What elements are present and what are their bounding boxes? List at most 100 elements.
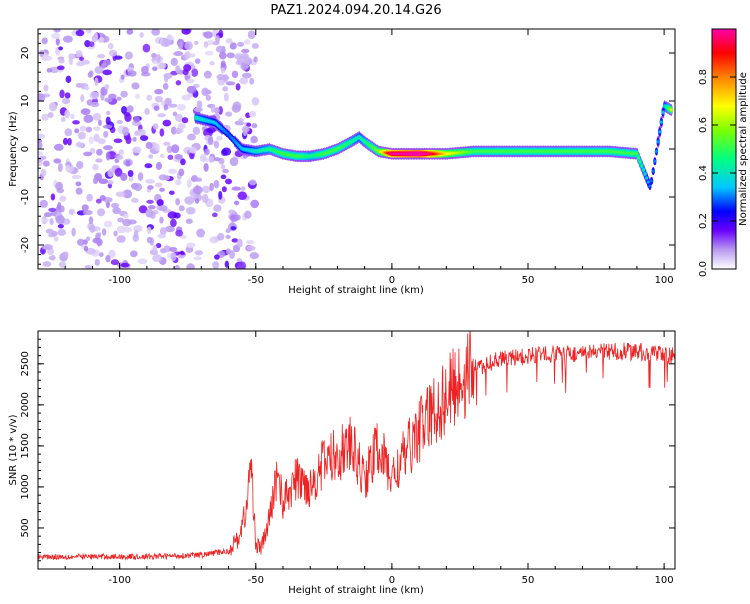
noise-blob (83, 151, 93, 157)
noise-blob (202, 185, 211, 194)
noise-blob (253, 56, 258, 63)
noise-blob (184, 196, 195, 205)
noise-blob (145, 208, 154, 218)
noise-blob (154, 88, 164, 95)
ridge-segment (238, 145, 242, 148)
noise-blob (191, 174, 198, 182)
noise-blob (97, 208, 106, 217)
noise-blob (126, 29, 134, 35)
noise-blob (193, 107, 203, 113)
noise-blob (96, 148, 103, 156)
figure-title: PAZ1.2024.094.20.14.G26 (270, 3, 441, 18)
noise-blob (43, 55, 53, 61)
snr-marks (38, 331, 675, 561)
noise-blob (102, 124, 113, 129)
noise-blob (218, 106, 223, 115)
noise-blob (85, 247, 96, 255)
noise-blob (170, 252, 177, 262)
noise-blob (74, 128, 80, 134)
ridge-segment (233, 140, 237, 143)
noise-blob (146, 236, 153, 244)
spectrogram-ytick-label: -20 (20, 237, 31, 253)
noise-blob (59, 195, 67, 202)
noise-blob (94, 66, 104, 74)
noise-blob (155, 182, 163, 188)
noise-blob (65, 164, 71, 173)
noise-blob (152, 244, 158, 253)
ridge-segment (226, 133, 231, 136)
spectrogram-xtick-label: 50 (522, 275, 535, 286)
noise-blob (43, 84, 49, 92)
noise-blob (237, 261, 247, 269)
noise-blob (94, 258, 100, 266)
noise-blob (108, 49, 118, 57)
noise-blob (108, 93, 117, 99)
ridge-segment (643, 172, 647, 176)
noise-blob (116, 154, 124, 160)
noise-blob (147, 185, 154, 190)
noise-blob (64, 109, 71, 119)
ridge-segment (636, 156, 641, 160)
snr-frame (37, 330, 676, 570)
noise-blob (159, 153, 165, 158)
noise-blob (81, 59, 90, 65)
noise-blob (229, 42, 237, 50)
noise-blob (144, 108, 150, 115)
noise-blob (216, 135, 223, 141)
noise-blob (55, 181, 63, 191)
noise-blob (181, 117, 189, 124)
noise-blob (163, 104, 169, 111)
noise-blob (181, 29, 191, 35)
noise-blob (237, 41, 245, 47)
noise-blob (177, 253, 186, 259)
noise-blob (213, 140, 220, 149)
noise-blob (88, 136, 94, 145)
noise-blob (225, 234, 231, 240)
noise-blob (71, 174, 82, 180)
noise-blob (218, 29, 224, 39)
snr-xtick-label: -50 (248, 575, 264, 586)
noise-blob (98, 178, 109, 185)
ridge-segment (235, 141, 239, 145)
noise-blob (104, 97, 113, 103)
noise-blob (151, 29, 161, 36)
ridge-segment (649, 179, 654, 183)
noise-blob (248, 179, 257, 186)
noise-blob (153, 105, 160, 111)
noise-blob (241, 125, 250, 133)
noise-blob (76, 160, 84, 170)
noise-blob (231, 186, 242, 191)
noise-blob (186, 263, 195, 269)
noise-blob (152, 254, 163, 263)
noise-blob (42, 261, 52, 267)
noise-blob (59, 205, 65, 213)
noise-blob (206, 39, 214, 46)
noise-blob (174, 113, 183, 123)
ridge-segment (648, 184, 652, 188)
noise-blob (194, 197, 200, 204)
noise-blob (214, 254, 220, 260)
noise-blob (142, 43, 151, 53)
noise-blob (250, 199, 260, 209)
noise-blob (240, 62, 248, 71)
noise-blob (220, 174, 227, 180)
noise-blob (167, 154, 174, 160)
noise-blob (122, 226, 133, 233)
snr-xlabel: Height of straight line (km) (288, 585, 424, 596)
noise-blob (178, 168, 185, 177)
colorbar-tick-label: 0.6 (698, 117, 709, 133)
noise-blob (62, 35, 73, 43)
noise-blob (145, 179, 155, 184)
noise-blob (175, 229, 184, 237)
colorbar-tick-label: 0.4 (698, 165, 709, 181)
noise-blob (103, 130, 109, 138)
noise-blob (247, 30, 256, 40)
noise-blob (224, 260, 229, 268)
noise-blob (183, 64, 192, 72)
snr-ytick-label: 1000 (20, 474, 31, 499)
noise-blob (125, 160, 131, 167)
noise-blob (46, 67, 53, 73)
ridge-segment (228, 135, 232, 138)
noise-blob (192, 185, 203, 195)
